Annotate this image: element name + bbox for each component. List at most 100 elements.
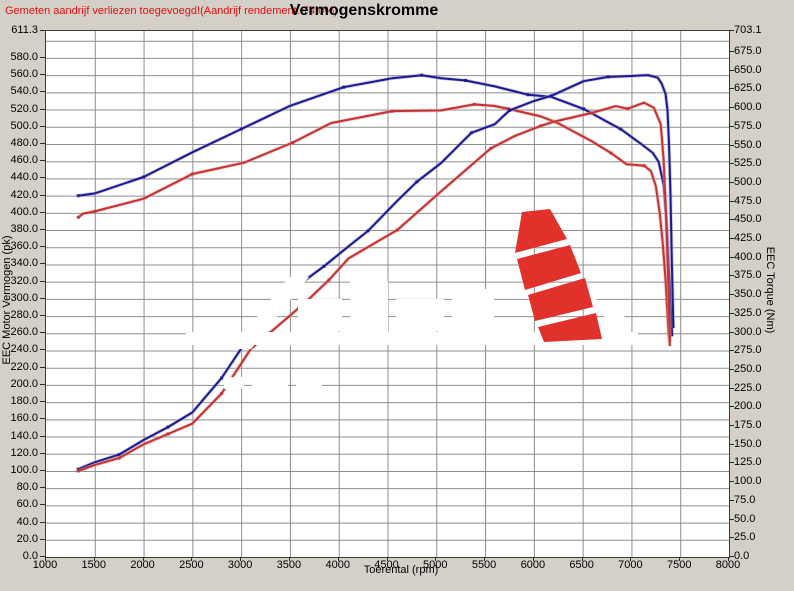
torque-run-blue-marker xyxy=(619,127,623,131)
right-axis-tick-label: 0.0 xyxy=(734,550,750,562)
watermark-logo-icon xyxy=(515,209,602,342)
left-axis-tick-label: 440.0 xyxy=(10,171,38,184)
tick-mark xyxy=(729,275,734,277)
tick-mark xyxy=(630,557,632,561)
x-axis-tick-label: 4000 xyxy=(325,559,350,571)
right-axis-tick-label: 25.0 xyxy=(734,531,756,544)
tick-mark xyxy=(40,332,45,334)
left-axis-tick-label: 20.0 xyxy=(16,532,38,545)
tick-mark xyxy=(40,556,45,557)
tick-mark xyxy=(40,246,45,248)
tick-mark xyxy=(729,350,734,352)
left-axis-tick-label: 60.0 xyxy=(16,498,38,511)
tick-mark xyxy=(40,56,45,58)
right-axis-tick-label: 100.0 xyxy=(734,475,762,488)
tick-mark xyxy=(484,557,486,561)
right-axis-tick-label: 475.0 xyxy=(734,194,762,207)
power-run-blue-marker xyxy=(469,131,473,135)
tick-mark xyxy=(40,74,45,76)
power-run-red-marker xyxy=(117,456,121,460)
x-axis-tick-label: 1000 xyxy=(32,559,58,571)
tick-mark xyxy=(191,557,193,561)
torque-run-blue-marker xyxy=(464,78,468,82)
right-axis-title: EEC Torque (Nm) xyxy=(764,246,776,334)
x-axis-tick-label: 3500 xyxy=(276,559,302,571)
x-axis-tick-label: 7500 xyxy=(666,559,692,571)
x-axis-tick-label: 3000 xyxy=(227,559,253,571)
tick-mark xyxy=(40,487,45,489)
tick-mark xyxy=(729,144,734,146)
tick-mark xyxy=(729,537,734,539)
power-run-red-marker xyxy=(220,392,224,396)
left-axis-tick-label: 40.0 xyxy=(16,515,38,528)
torque-run-red-line xyxy=(77,103,671,347)
left-axis-tick-label: 420.0 xyxy=(10,188,38,201)
x-axis-tick-label: 4500 xyxy=(374,559,399,571)
left-axis-tick-label: 280.0 xyxy=(10,309,38,322)
torque-run-red-marker xyxy=(190,172,194,176)
right-axis-tick-label: 50.0 xyxy=(734,512,756,525)
tick-mark xyxy=(729,387,734,389)
tick-mark xyxy=(729,312,734,314)
tick-mark xyxy=(729,69,734,71)
power-run-blue-marker xyxy=(366,229,370,233)
tick-mark xyxy=(729,51,734,53)
tick-mark xyxy=(40,30,45,31)
tick-mark xyxy=(729,556,734,557)
power-run-red-marker xyxy=(489,146,493,150)
right-axis-tick-label: 575.0 xyxy=(734,119,762,132)
power-run-red-marker xyxy=(589,111,593,115)
tick-mark xyxy=(40,469,45,471)
left-axis-tick-label: 180.0 xyxy=(10,395,38,408)
left-axis-tick-label: 80.0 xyxy=(16,481,38,494)
tick-mark xyxy=(40,142,45,144)
tick-mark xyxy=(40,160,45,162)
torque-run-blue-marker xyxy=(342,85,346,89)
left-axis-tick-label: 460.0 xyxy=(10,154,38,167)
tick-mark xyxy=(40,349,45,351)
torque-run-blue-marker xyxy=(526,93,530,97)
tick-mark xyxy=(40,211,45,213)
tick-mark xyxy=(40,108,45,110)
left-axis-tick-label: 560.0 xyxy=(10,68,38,81)
left-axis-tick-label: 580.0 xyxy=(10,50,38,63)
right-axis-tick-label: 250.0 xyxy=(734,362,762,375)
tick-mark xyxy=(40,366,45,368)
right-axis-tick-label: 350.0 xyxy=(734,288,762,301)
tick-mark xyxy=(40,538,45,540)
tick-mark xyxy=(93,557,95,561)
tick-mark xyxy=(40,435,45,437)
tick-mark xyxy=(729,125,734,127)
tick-mark xyxy=(288,557,290,561)
left-axis-tick-label: 320.0 xyxy=(10,274,38,287)
tick-mark xyxy=(337,557,339,561)
tick-mark xyxy=(729,368,734,370)
tick-mark xyxy=(729,219,734,221)
tick-mark xyxy=(729,406,734,408)
left-axis-tick-label: 260.0 xyxy=(10,326,38,339)
torque-run-red-marker xyxy=(291,141,295,145)
x-axis-tick-label: 1500 xyxy=(81,559,107,571)
x-axis-tick-label: 5000 xyxy=(423,559,448,571)
tick-mark xyxy=(729,163,734,165)
left-axis-tick-label: 0.0 xyxy=(22,550,38,562)
x-axis-tick-label: 2500 xyxy=(179,559,204,571)
x-axis-tick-label: 6500 xyxy=(569,559,594,571)
tick-mark xyxy=(40,280,45,282)
power-run-red-marker xyxy=(76,469,80,473)
power-run-blue-marker xyxy=(507,108,511,112)
tick-mark xyxy=(40,315,45,317)
chart-title: Vermogenskromme xyxy=(289,2,439,19)
left-axis-tick-label: 300.0 xyxy=(10,291,38,304)
left-axis-tick-label: 120.0 xyxy=(10,446,38,459)
power-run-red-marker xyxy=(327,278,331,282)
tick-mark xyxy=(386,557,388,561)
tick-mark xyxy=(40,401,45,403)
power-run-red-line xyxy=(77,101,671,472)
tick-mark xyxy=(40,91,45,93)
torque-run-blue-marker xyxy=(420,73,424,77)
torque-run-blue-marker xyxy=(582,107,586,111)
tick-mark xyxy=(142,557,144,561)
torque-run-red-marker xyxy=(93,209,97,213)
